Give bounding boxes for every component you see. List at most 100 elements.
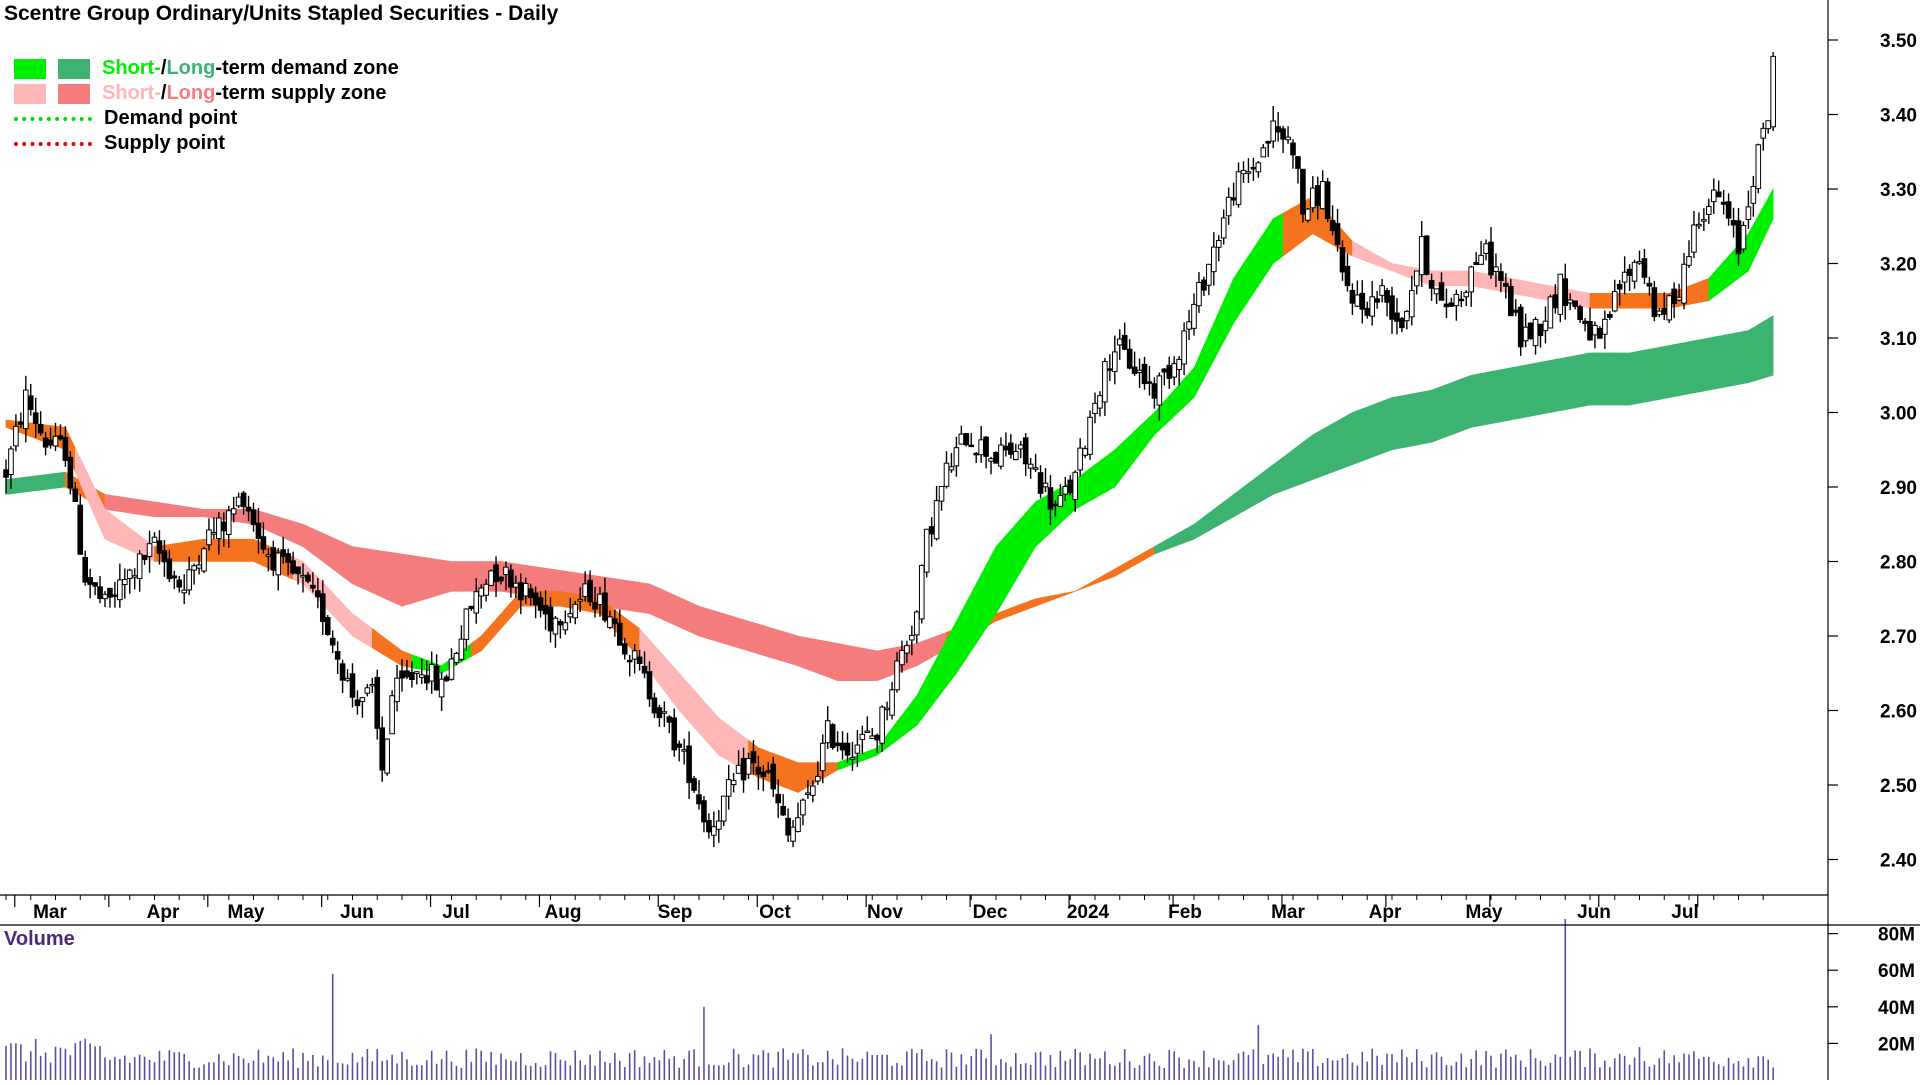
long-zone-segment (1475, 373, 1482, 427)
long-zone-segment (362, 547, 368, 592)
short-zone-segment (1263, 225, 1269, 280)
candle-body (67, 456, 74, 489)
legend-swatch-short-demand (14, 58, 46, 79)
long-zone-segment (1366, 404, 1373, 460)
long-zone-segment (1317, 428, 1323, 479)
short-zone-segment (391, 642, 398, 664)
short-zone-segment (1624, 293, 1630, 309)
short-zone-segment (985, 555, 992, 630)
short-zone-segment (243, 538, 249, 562)
candle-body (666, 716, 673, 723)
candle-body (1621, 271, 1628, 283)
long-zone-segment (154, 501, 160, 518)
candle-body (245, 506, 252, 512)
long-zone-segment (436, 558, 442, 597)
long-zone-segment (1569, 355, 1576, 410)
candle-body (1394, 312, 1400, 322)
candle-body (1334, 223, 1341, 245)
candle-body (805, 792, 811, 795)
long-zone-segment (1470, 373, 1477, 428)
long-zone-segment (683, 599, 690, 632)
candle-body (1626, 268, 1633, 276)
long-zone-segment (471, 561, 477, 592)
candle-body (547, 606, 554, 632)
short-zone-segment (1089, 464, 1096, 502)
long-zone-segment (1228, 493, 1234, 521)
short-zone-segment (1723, 255, 1729, 291)
long-zone-segment (857, 646, 863, 681)
short-zone-segment (718, 717, 725, 759)
short-zone-segment (1248, 247, 1254, 302)
long-zone-segment (624, 579, 630, 612)
short-zone-segment (1114, 444, 1121, 488)
short-zone-segment (367, 624, 373, 649)
candle-body (1275, 126, 1281, 133)
short-zone-segment (871, 747, 878, 758)
price-tick-label: 2.40 (1880, 851, 1917, 872)
short-zone-segment (1129, 430, 1135, 469)
long-zone-segment (797, 635, 804, 669)
long-zone-segment (812, 638, 819, 674)
price-tick-label: 3.00 (1880, 404, 1917, 425)
long-zone-segment (1520, 364, 1526, 419)
long-zone-segment (149, 500, 155, 518)
short-zone-segment (565, 591, 571, 609)
long-zone-segment (832, 642, 838, 682)
long-zone-segment (1485, 371, 1492, 425)
legend-supply-long-text: Long (166, 82, 216, 104)
long-zone-segment (649, 583, 655, 617)
long-zone-segment (297, 522, 304, 548)
short-zone-segment (406, 652, 413, 669)
candle-body (265, 554, 272, 557)
candle-body (1186, 321, 1192, 330)
short-zone-segment (30, 422, 36, 440)
candle-body (513, 582, 519, 588)
short-zone-segment (782, 756, 789, 790)
long-zone-segment (1357, 408, 1363, 464)
candle-body (438, 678, 445, 698)
short-zone-segment (114, 516, 121, 547)
candle-body (1473, 261, 1479, 266)
long-zone-segment (792, 634, 799, 667)
candle-body (468, 605, 475, 610)
candle-body (651, 697, 658, 714)
candle-body (1374, 298, 1380, 303)
long-zone-segment (327, 534, 333, 570)
candle-body (295, 566, 301, 575)
candle-body (656, 707, 663, 719)
candle-body (1295, 156, 1301, 169)
short-zone-segment (1456, 270, 1462, 287)
long-zone-segment (1292, 445, 1299, 488)
candle-body (661, 711, 668, 714)
candle-body (681, 749, 687, 752)
candle-body (498, 576, 504, 582)
long-zone-segment (1322, 425, 1328, 477)
candle-body (230, 508, 237, 515)
candle-body (1399, 318, 1405, 329)
short-zone-segment (1277, 212, 1284, 261)
candle-body (567, 613, 574, 618)
candle-body (1597, 327, 1603, 339)
long-zone-segment (1020, 602, 1026, 613)
price-tick-label: 2.70 (1880, 627, 1917, 648)
candle-body (1077, 447, 1083, 471)
short-zone-segment (1357, 243, 1363, 261)
short-zone-segment (951, 620, 957, 681)
candle-body (1651, 287, 1658, 318)
candle-body (1547, 296, 1554, 329)
long-zone-segment (1634, 350, 1640, 405)
candle-body (775, 793, 782, 804)
candle-body (918, 565, 925, 620)
candle-body (1527, 322, 1534, 340)
legend-demand-short-text: Short- (102, 57, 161, 79)
legend-supply-zone: Short- / Long -term supply zone (14, 81, 399, 106)
candle-body (701, 800, 707, 823)
long-zone-segment (1753, 324, 1759, 382)
month-label: May (1466, 902, 1503, 923)
candle-body (419, 674, 425, 678)
long-zone-segment (688, 601, 695, 635)
candle-body (146, 543, 153, 557)
short-zone-segment (1272, 215, 1279, 265)
candle-body (1666, 295, 1673, 321)
